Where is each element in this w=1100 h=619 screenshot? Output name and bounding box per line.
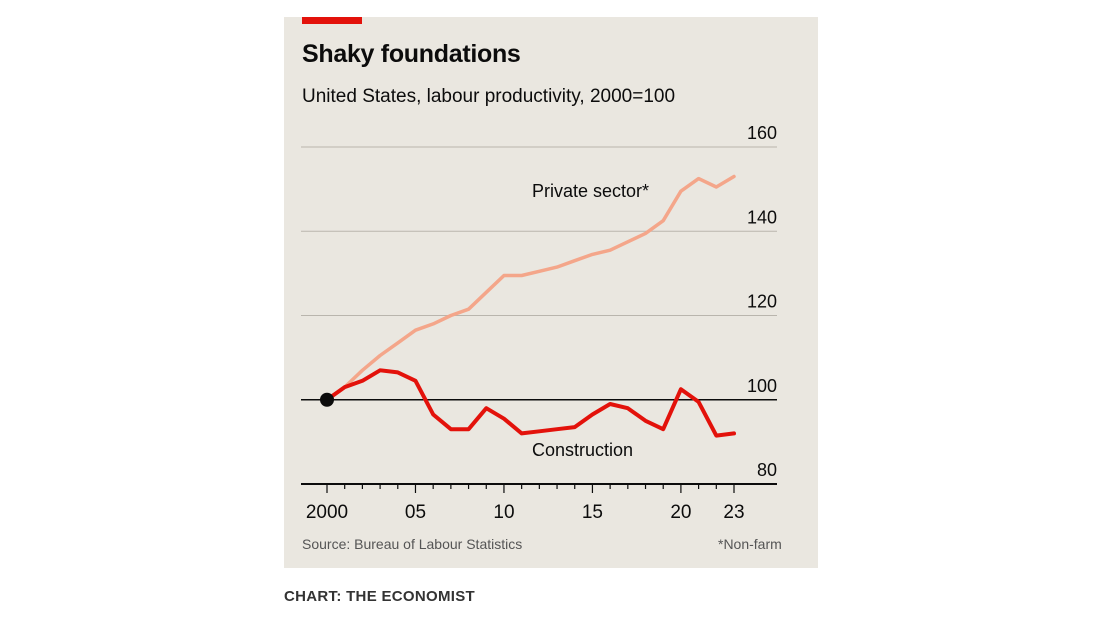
chart-credit: CHART: THE ECONOMIST: [284, 588, 475, 605]
series-label-construction: Construction: [532, 440, 633, 460]
series-lines: [325, 174, 736, 438]
brand-tag: [302, 17, 362, 24]
y-tick-label: 120: [747, 292, 777, 312]
y-tick-label: 140: [747, 207, 777, 227]
y-tick-label: 160: [747, 123, 777, 143]
x-tick-label: 10: [493, 502, 514, 523]
series-label-private-sector: Private sector*: [532, 181, 649, 201]
index-origin-marker: [320, 392, 334, 407]
series-line-construction: [325, 368, 736, 438]
line-chart: 80 100 120 140 160 2000 05 10 15 20 23 Private se…: [301, 123, 777, 523]
x-tick-label: 23: [723, 502, 744, 523]
chart-panel: [284, 17, 818, 568]
source-note: Source: Bureau of Labour Statistics: [302, 536, 523, 552]
footnote: *Non-farm: [718, 536, 782, 552]
chart-subtitle: United States, labour productivity, 2000…: [302, 86, 676, 107]
x-tick-label: 2000: [306, 502, 348, 523]
series-line-private-sector: [325, 174, 736, 402]
x-tick-label: 05: [405, 502, 426, 523]
y-axis-labels: 80 100 120 140 160: [747, 123, 777, 480]
x-tick-label: 15: [582, 502, 603, 523]
y-tick-label: 80: [757, 460, 777, 480]
y-tick-label: 100: [747, 376, 777, 396]
chart-title: Shaky foundations: [302, 40, 521, 68]
x-tick-label: 20: [670, 502, 691, 523]
x-axis: 2000 05 10 15 20 23: [306, 484, 745, 523]
